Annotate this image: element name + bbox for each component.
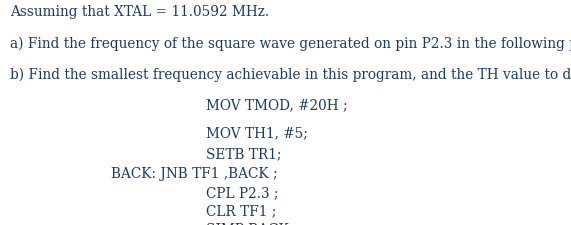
Text: SETB TR1;: SETB TR1; [206,147,281,161]
Text: MOV TH1, #5;: MOV TH1, #5; [206,127,307,141]
Text: BACK: JNB TF1 ,BACK ;: BACK: JNB TF1 ,BACK ; [111,167,278,181]
Text: CPL P2.3 ;: CPL P2.3 ; [206,186,278,200]
Text: Assuming that XTAL = 11.0592 MHz.: Assuming that XTAL = 11.0592 MHz. [10,5,270,19]
Text: CLR TF1 ;: CLR TF1 ; [206,205,276,219]
Text: MOV TMOD, #20H ;: MOV TMOD, #20H ; [206,99,347,112]
Text: b) Find the smallest frequency achievable in this program, and the TH value to d: b) Find the smallest frequency achievabl… [10,68,571,82]
Text: a) Find the frequency of the square wave generated on pin P2.3 in the following : a) Find the frequency of the square wave… [10,36,571,51]
Text: SJMP BACK ;: SJMP BACK ; [206,223,297,225]
